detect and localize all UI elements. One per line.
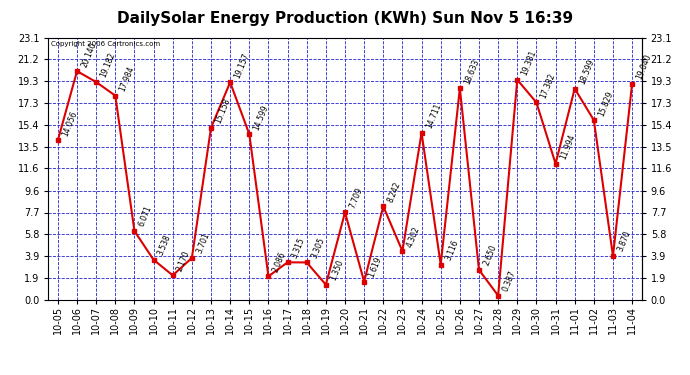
- Text: 14.711: 14.711: [424, 102, 442, 130]
- Text: 19.157: 19.157: [233, 52, 251, 80]
- Text: 18.633: 18.633: [462, 57, 481, 86]
- Text: 19.381: 19.381: [520, 49, 538, 77]
- Text: 1.619: 1.619: [367, 255, 384, 279]
- Text: Copyright 2006 Cartronics.com: Copyright 2006 Cartronics.com: [51, 42, 160, 48]
- Text: 19.040: 19.040: [635, 53, 653, 81]
- Text: 3.315: 3.315: [290, 236, 307, 260]
- Text: DailySolar Energy Production (KWh) Sun Nov 5 16:39: DailySolar Energy Production (KWh) Sun N…: [117, 11, 573, 26]
- Text: 3.870: 3.870: [615, 230, 632, 253]
- Text: 18.599: 18.599: [578, 58, 595, 86]
- Text: 0.387: 0.387: [501, 269, 518, 293]
- Text: 3.116: 3.116: [444, 238, 460, 262]
- Text: 1.350: 1.350: [328, 258, 345, 282]
- Text: 15.829: 15.829: [597, 90, 615, 117]
- Text: 2.086: 2.086: [271, 250, 288, 273]
- Text: 17.382: 17.382: [539, 72, 558, 100]
- Text: 14.599: 14.599: [252, 103, 270, 131]
- Text: 17.984: 17.984: [118, 65, 137, 93]
- Text: 2.650: 2.650: [482, 244, 498, 267]
- Text: 4.302: 4.302: [405, 225, 422, 248]
- Text: 3.305: 3.305: [310, 236, 326, 260]
- Text: 20.140: 20.140: [80, 40, 98, 68]
- Text: 2.170: 2.170: [175, 249, 192, 273]
- Text: 19.182: 19.182: [99, 51, 117, 79]
- Text: 6.071: 6.071: [137, 205, 154, 228]
- Text: 14.056: 14.056: [61, 110, 79, 138]
- Text: 8.242: 8.242: [386, 180, 402, 204]
- Text: 11.994: 11.994: [558, 133, 577, 161]
- Text: 3.538: 3.538: [157, 234, 173, 257]
- Text: 3.701: 3.701: [195, 232, 211, 255]
- Text: 15.158: 15.158: [214, 97, 232, 125]
- Text: 7.709: 7.709: [348, 186, 364, 210]
